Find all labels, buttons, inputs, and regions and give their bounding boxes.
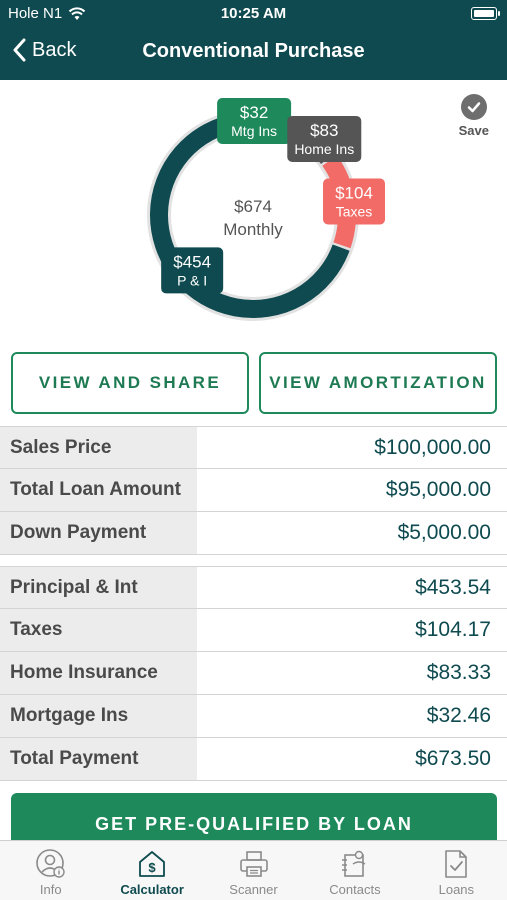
checkmark-icon [460,94,487,120]
slice-name-label: Home Ins [294,141,354,157]
payment-chart-area: $32 Mtg Ins $83 Home Ins $104 Taxes $454 P & I $… [0,80,507,340]
tab-info[interactable]: Info [0,841,101,900]
table-row: Total Payment $673.50 [0,738,507,781]
table-row: Total Loan Amount $95,000.00 [0,469,507,512]
back-button[interactable]: Back [12,38,76,62]
row-label: Taxes [0,609,197,651]
table-row: Mortgage Ins $32.46 [0,695,507,738]
label-box [323,178,386,225]
label-box [217,98,292,145]
row-label: Down Payment [0,512,197,554]
printer-icon [239,851,268,877]
tab-scanner[interactable]: Scanner [203,841,304,900]
tab-contacts[interactable]: Contacts [304,841,405,900]
user-info-icon [35,849,65,878]
label-box [287,115,362,162]
slice-name-label: P & I [177,272,207,288]
row-value: $100,000.00 [374,435,491,459]
contacts-icon [341,850,366,877]
table-row: Sales Price $100,000.00 [0,426,507,469]
view-amortization-button[interactable]: VIEW AMORTIZATION [259,352,497,414]
carrier-name: Hole N1 [8,5,63,22]
table-row: Principal & Int $453.54 [0,566,507,609]
table-row: Down Payment $5,000.00 [0,512,507,555]
loan-summary-table: Sales Price $100,000.00 Total Loan Amoun… [0,426,507,555]
tab-label: Info [39,882,62,897]
svg-text:$: $ [148,860,156,875]
action-buttons: VIEW AND SHARE VIEW AMORTIZATION [0,352,507,414]
slice-value-label: $104 [335,183,373,202]
row-value: $673.50 [415,747,491,770]
slice-name-label: Mtg Ins [231,123,277,139]
status-bar: Hole N1 10:25 AM [0,0,507,28]
payment-breakdown-table: Principal & Int $453.54 Taxes $104.17 Ho… [0,566,507,781]
wifi-icon [68,6,86,20]
back-label: Back [32,38,77,61]
row-value: $5,000.00 [397,521,491,544]
row-value: $32.46 [426,704,491,727]
center-value: $674 [234,197,272,216]
tab-loans[interactable]: Loans [406,841,507,900]
slice-value-label: $32 [240,103,268,122]
chevron-left-icon [13,38,26,62]
calculator-icon: $ [139,851,166,877]
row-label: Principal & Int [0,567,197,608]
document-check-icon [445,850,468,878]
row-label: Total Payment [0,738,197,780]
app-header: Hole N1 10:25 AM Back Conventional Purch… [0,0,507,80]
table-row: Home Insurance $83.33 [0,652,507,695]
row-value: $453.54 [415,575,491,599]
tab-label: Calculator [120,882,184,897]
row-label: Total Loan Amount [0,469,197,511]
label-box [161,247,224,294]
save-button[interactable]: Save [459,94,489,138]
navigation-bar: Back Conventional Purchase [0,30,507,76]
tab-label: Loans [438,882,475,897]
tab-calculator[interactable]: $ Calculator [101,841,202,900]
center-label: Monthly [223,220,283,239]
tab-label: Contacts [329,882,381,897]
row-value: $95,000.00 [385,478,491,501]
table-row: Taxes $104.17 [0,609,507,652]
save-label: Save [458,123,489,138]
row-label: Home Insurance [0,652,197,694]
status-time: 10:25 AM [220,5,287,22]
battery-icon [471,7,500,20]
row-label: Mortgage Ins [0,695,197,737]
slice-name-label: Taxes [336,203,373,219]
view-and-share-button[interactable]: VIEW AND SHARE [11,352,249,414]
row-label: Sales Price [0,427,197,468]
slice-value-label: $454 [173,252,211,271]
carrier-group: Hole N1 [8,5,86,22]
tab-bar: Info $ Calculator Scanner Contacts [0,840,507,900]
tab-label: Scanner [229,882,278,897]
slice-value-label: $83 [310,121,338,140]
row-value: $83.33 [426,661,491,684]
row-value: $104.17 [415,618,491,641]
